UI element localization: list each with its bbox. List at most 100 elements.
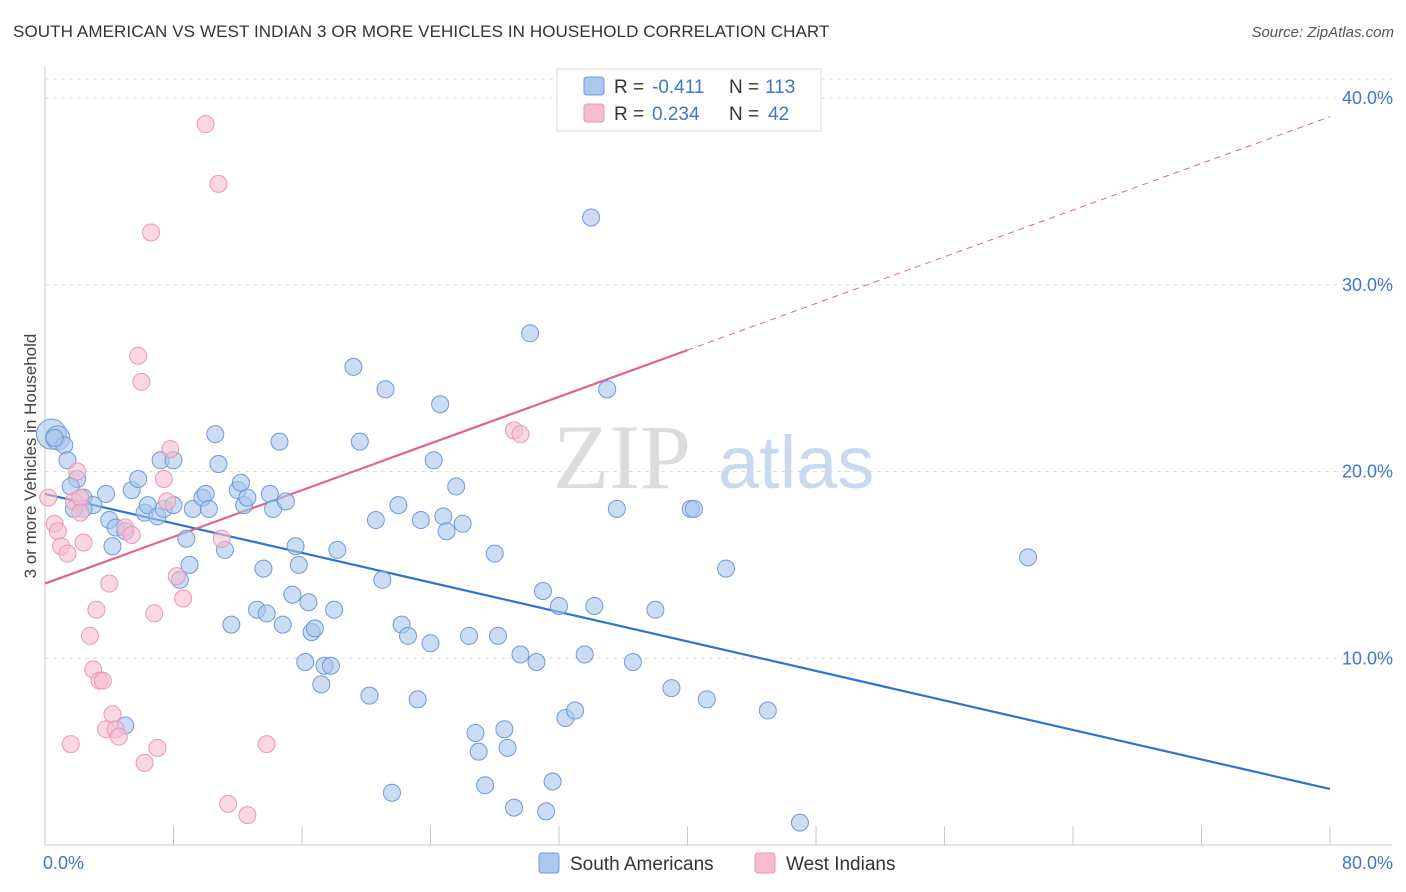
point-south-americans xyxy=(476,776,495,795)
point-south-americans xyxy=(697,690,716,709)
point-west-indians xyxy=(174,589,193,608)
point-south-americans xyxy=(45,428,64,447)
point-south-americans xyxy=(283,585,302,604)
point-south-americans xyxy=(758,701,777,720)
point-south-americans xyxy=(717,559,736,578)
watermark: ZIP atlas xyxy=(553,406,874,508)
point-west-indians xyxy=(93,671,112,690)
point-west-indians xyxy=(158,492,177,511)
legend-n-label-2: N = xyxy=(729,104,759,125)
point-west-indians xyxy=(61,735,80,754)
point-south-americans xyxy=(575,645,594,664)
point-south-americans xyxy=(376,380,395,399)
legend-r-value-1: -0.411 xyxy=(652,77,704,98)
legend-n-label-1: N = xyxy=(729,77,759,98)
watermark-atlas: atlas xyxy=(718,421,874,504)
point-south-americans xyxy=(254,559,273,578)
point-south-americans xyxy=(222,615,241,634)
legend-n-value-1: 113 xyxy=(765,77,795,98)
point-south-americans xyxy=(469,742,488,761)
point-south-americans xyxy=(103,537,122,556)
point-west-indians xyxy=(129,346,148,365)
point-west-indians xyxy=(80,626,99,645)
legend-r-label-2: R = xyxy=(614,104,644,125)
trend-line-south-americans xyxy=(44,492,1331,791)
point-south-americans xyxy=(276,492,295,511)
point-south-americans xyxy=(286,537,305,556)
bottom-legend-label-south-americans: South Americans xyxy=(570,854,714,875)
axes xyxy=(44,67,1392,846)
point-south-americans xyxy=(312,675,331,694)
point-west-indians xyxy=(132,372,151,391)
point-south-americans xyxy=(511,645,530,664)
point-west-indians xyxy=(212,529,231,548)
point-west-indians xyxy=(87,600,106,619)
point-south-americans xyxy=(521,324,540,343)
point-west-indians xyxy=(154,469,173,488)
point-south-americans xyxy=(328,540,347,559)
point-west-indians xyxy=(122,525,141,544)
point-west-indians xyxy=(167,567,186,586)
point-south-americans xyxy=(447,477,466,496)
bottom-legend-swatch-south-americans xyxy=(538,852,560,874)
chart-title: SOUTH AMERICAN VS WEST INDIAN 3 OR MORE … xyxy=(13,22,830,41)
point-south-americans xyxy=(623,652,642,671)
point-west-indians xyxy=(74,533,93,552)
trend-line-west-indians xyxy=(44,349,688,585)
point-west-indians xyxy=(148,738,167,757)
point-south-americans xyxy=(199,499,218,518)
point-south-americans xyxy=(411,511,430,530)
y-tick-label: 20.0% xyxy=(1342,462,1393,482)
point-south-americans xyxy=(488,626,507,645)
point-south-americans xyxy=(299,593,318,612)
point-south-americans xyxy=(466,723,485,742)
bottom-legend-label-west-indians: West Indians xyxy=(786,854,895,875)
point-south-americans xyxy=(431,395,450,414)
point-west-indians xyxy=(257,735,276,754)
point-south-americans xyxy=(177,529,196,548)
point-south-americans xyxy=(585,596,604,615)
point-south-americans xyxy=(209,455,228,474)
point-south-americans xyxy=(321,656,340,675)
point-south-americans xyxy=(607,499,626,518)
legend-swatch-south-americans xyxy=(583,76,605,96)
point-south-americans xyxy=(289,555,308,574)
point-south-americans xyxy=(196,484,215,503)
point-south-americans xyxy=(180,555,199,574)
point-west-indians xyxy=(196,115,215,134)
point-south-americans xyxy=(325,600,344,619)
point-west-indians xyxy=(511,425,530,444)
y-tick-label: 10.0% xyxy=(1342,648,1393,668)
point-south-americans xyxy=(421,634,440,653)
point-west-indians xyxy=(100,574,119,593)
point-south-americans xyxy=(238,488,257,507)
point-west-indians xyxy=(238,806,257,825)
point-south-americans xyxy=(453,514,472,533)
point-south-americans xyxy=(206,425,225,444)
point-west-indians xyxy=(145,604,164,623)
point-south-americans xyxy=(350,432,369,451)
point-south-americans xyxy=(537,802,556,821)
x-tick-label-min: 0.0% xyxy=(43,853,84,873)
point-south-americans xyxy=(646,600,665,619)
point-south-americans xyxy=(684,499,703,518)
point-west-indians xyxy=(219,794,238,813)
x-tick-label-max: 80.0% xyxy=(1342,853,1393,873)
point-south-americans xyxy=(460,626,479,645)
point-south-americans xyxy=(366,511,385,530)
point-south-americans xyxy=(399,626,418,645)
legend-n-value-2: 42 xyxy=(768,104,789,125)
point-south-americans xyxy=(533,582,552,601)
point-south-americans xyxy=(270,432,289,451)
point-south-americans xyxy=(790,813,809,832)
point-west-indians xyxy=(142,223,161,242)
y-axis-label: 3 or more Vehicles in Household xyxy=(21,334,40,579)
point-south-americans xyxy=(505,798,524,817)
point-west-indians xyxy=(68,462,87,481)
trend-lines xyxy=(44,116,1331,791)
point-west-indians xyxy=(161,440,180,459)
point-south-americans xyxy=(382,783,401,802)
point-south-americans xyxy=(437,522,456,541)
point-south-americans xyxy=(598,380,617,399)
